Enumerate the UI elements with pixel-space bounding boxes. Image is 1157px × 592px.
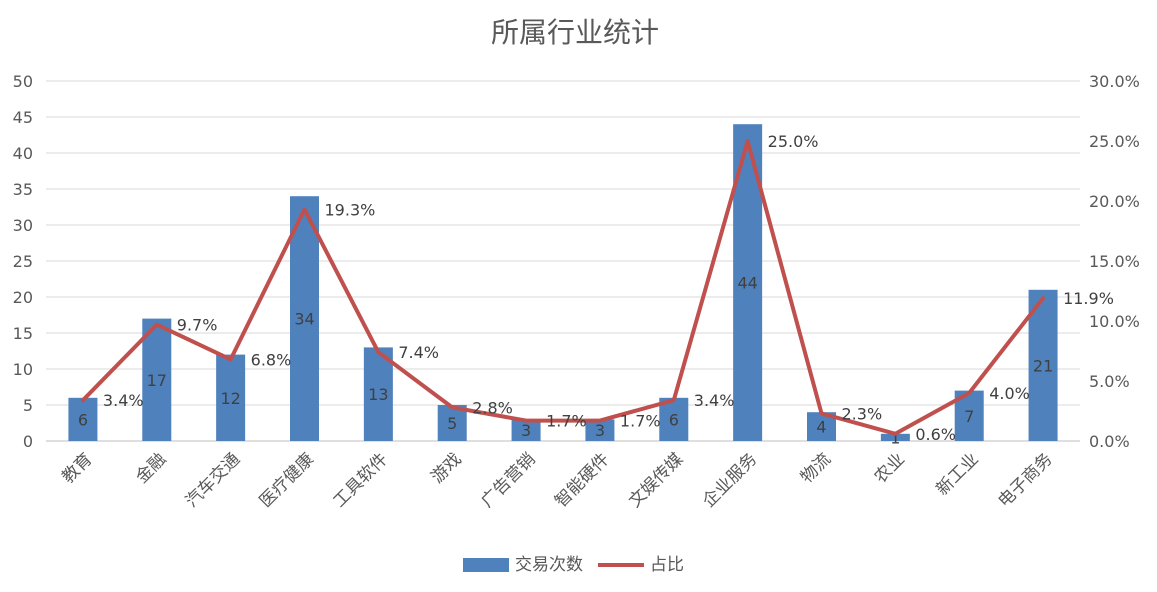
line-data-label: 2.8% [472, 398, 513, 417]
bar-data-label: 13 [368, 385, 388, 404]
legend-line-label: 占比 [650, 555, 684, 575]
line-data-label: 25.0% [768, 132, 819, 151]
line-data-label: 0.6% [915, 425, 956, 444]
line-data-label: 4.0% [989, 384, 1030, 403]
bar [511, 419, 541, 441]
left-tick-label: 10 [13, 360, 33, 379]
left-tick-label: 30 [13, 216, 33, 235]
left-tick-label: 40 [13, 144, 33, 163]
bar [659, 397, 689, 441]
bar [585, 419, 615, 441]
right-tick-label: 25.0% [1089, 132, 1140, 151]
left-tick-label: 45 [13, 108, 33, 127]
left-tick-label: 0 [23, 432, 33, 451]
left-tick-label: 50 [13, 72, 33, 91]
right-axis-ticks: 0.0% 5.0% 10.0% 15.0% 20.0% 25.0% 30.0% [1089, 72, 1140, 451]
legend-bar-label: 交易次数 [515, 555, 583, 575]
line-data-label: 6.8% [251, 350, 292, 369]
line-series [80, 139, 1046, 436]
bar-data-label: 1 [890, 428, 900, 447]
line-data-label: 3.4% [694, 391, 735, 410]
left-tick-label: 5 [23, 396, 33, 415]
line-data-label: 19.3% [325, 200, 376, 219]
bar-data-label: 3 [521, 421, 531, 440]
right-tick-label: 15.0% [1089, 252, 1140, 271]
chart-title: 所属行业统计 [491, 16, 659, 49]
bar-data-label: 17 [147, 371, 167, 390]
line-data-label: 1.7% [620, 412, 661, 431]
line-data-label: 1.7% [546, 412, 587, 431]
right-tick-label: 5.0% [1089, 372, 1130, 391]
bar-data-label: 3 [595, 421, 605, 440]
right-tick-label: 10.0% [1089, 312, 1140, 331]
bar-data-label: 7 [964, 407, 974, 426]
line-data-label: 2.3% [842, 404, 883, 423]
bar [216, 354, 246, 441]
bar-data-label: 5 [447, 414, 457, 433]
line-data-labels: 3.4% 9.7% 6.8% 19.3% 7.4% 2.8% 1.7% 1.7% 3.4% 25.… [103, 132, 1114, 444]
left-tick-label: 15 [13, 324, 33, 343]
bar [363, 347, 393, 441]
bar [880, 433, 910, 441]
left-tick-label: 25 [13, 252, 33, 271]
line-data-label: 3.4% [103, 391, 144, 410]
bar [68, 397, 98, 441]
left-tick-label: 20 [13, 288, 33, 307]
line-data-label: 11.9% [1063, 289, 1114, 308]
legend-bar-swatch [463, 558, 509, 572]
left-axis-ticks: 0 5 10 15 20 25 30 35 40 45 50 [13, 72, 33, 451]
line-path [80, 139, 1046, 436]
right-tick-label: 0.0% [1089, 432, 1130, 451]
bar-data-label: 44 [737, 274, 757, 293]
bar-data-label: 12 [220, 389, 240, 408]
bar-data-label: 34 [294, 310, 314, 329]
bar-data-label: 4 [816, 418, 826, 437]
bar-data-label: 6 [78, 410, 88, 429]
legend: 交易次数 占比 [463, 555, 684, 575]
right-tick-label: 30.0% [1089, 72, 1140, 91]
line-data-label: 7.4% [398, 343, 439, 362]
left-tick-label: 35 [13, 180, 33, 199]
bar [142, 318, 172, 441]
bar [290, 196, 319, 441]
bar [1028, 289, 1058, 441]
bar-data-label: 21 [1033, 356, 1053, 375]
bar-data-label: 6 [669, 410, 679, 429]
line-data-label: 9.7% [177, 316, 218, 335]
right-tick-label: 20.0% [1089, 192, 1140, 211]
